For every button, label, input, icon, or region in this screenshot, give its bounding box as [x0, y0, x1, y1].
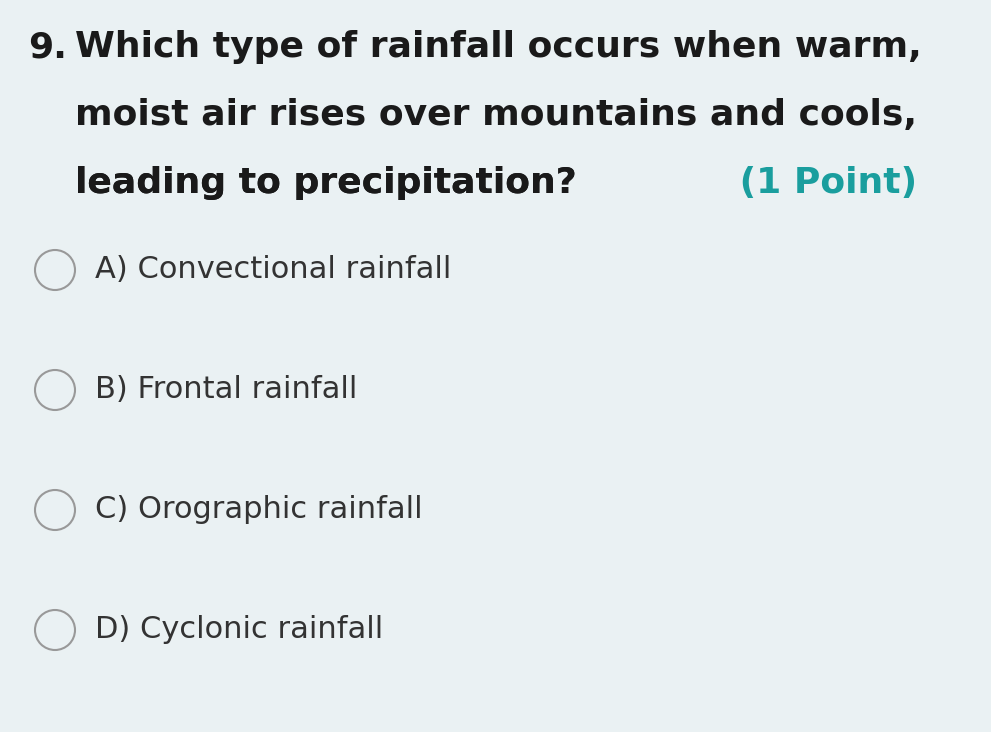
- Circle shape: [35, 250, 75, 290]
- Text: 9.: 9.: [28, 30, 66, 64]
- Circle shape: [35, 610, 75, 650]
- Text: Which type of rainfall occurs when warm,: Which type of rainfall occurs when warm,: [75, 30, 922, 64]
- Text: (1 Point): (1 Point): [726, 166, 917, 200]
- Circle shape: [35, 490, 75, 530]
- Text: leading to precipitation?: leading to precipitation?: [75, 166, 577, 200]
- Text: leading to precipitation?: leading to precipitation?: [75, 166, 577, 200]
- Text: A) Convectional rainfall: A) Convectional rainfall: [95, 255, 451, 285]
- Text: moist air rises over mountains and cools,: moist air rises over mountains and cools…: [75, 98, 917, 132]
- Text: C) Orographic rainfall: C) Orographic rainfall: [95, 496, 422, 525]
- Text: D) Cyclonic rainfall: D) Cyclonic rainfall: [95, 616, 384, 644]
- Text: B) Frontal rainfall: B) Frontal rainfall: [95, 376, 358, 405]
- Circle shape: [35, 370, 75, 410]
